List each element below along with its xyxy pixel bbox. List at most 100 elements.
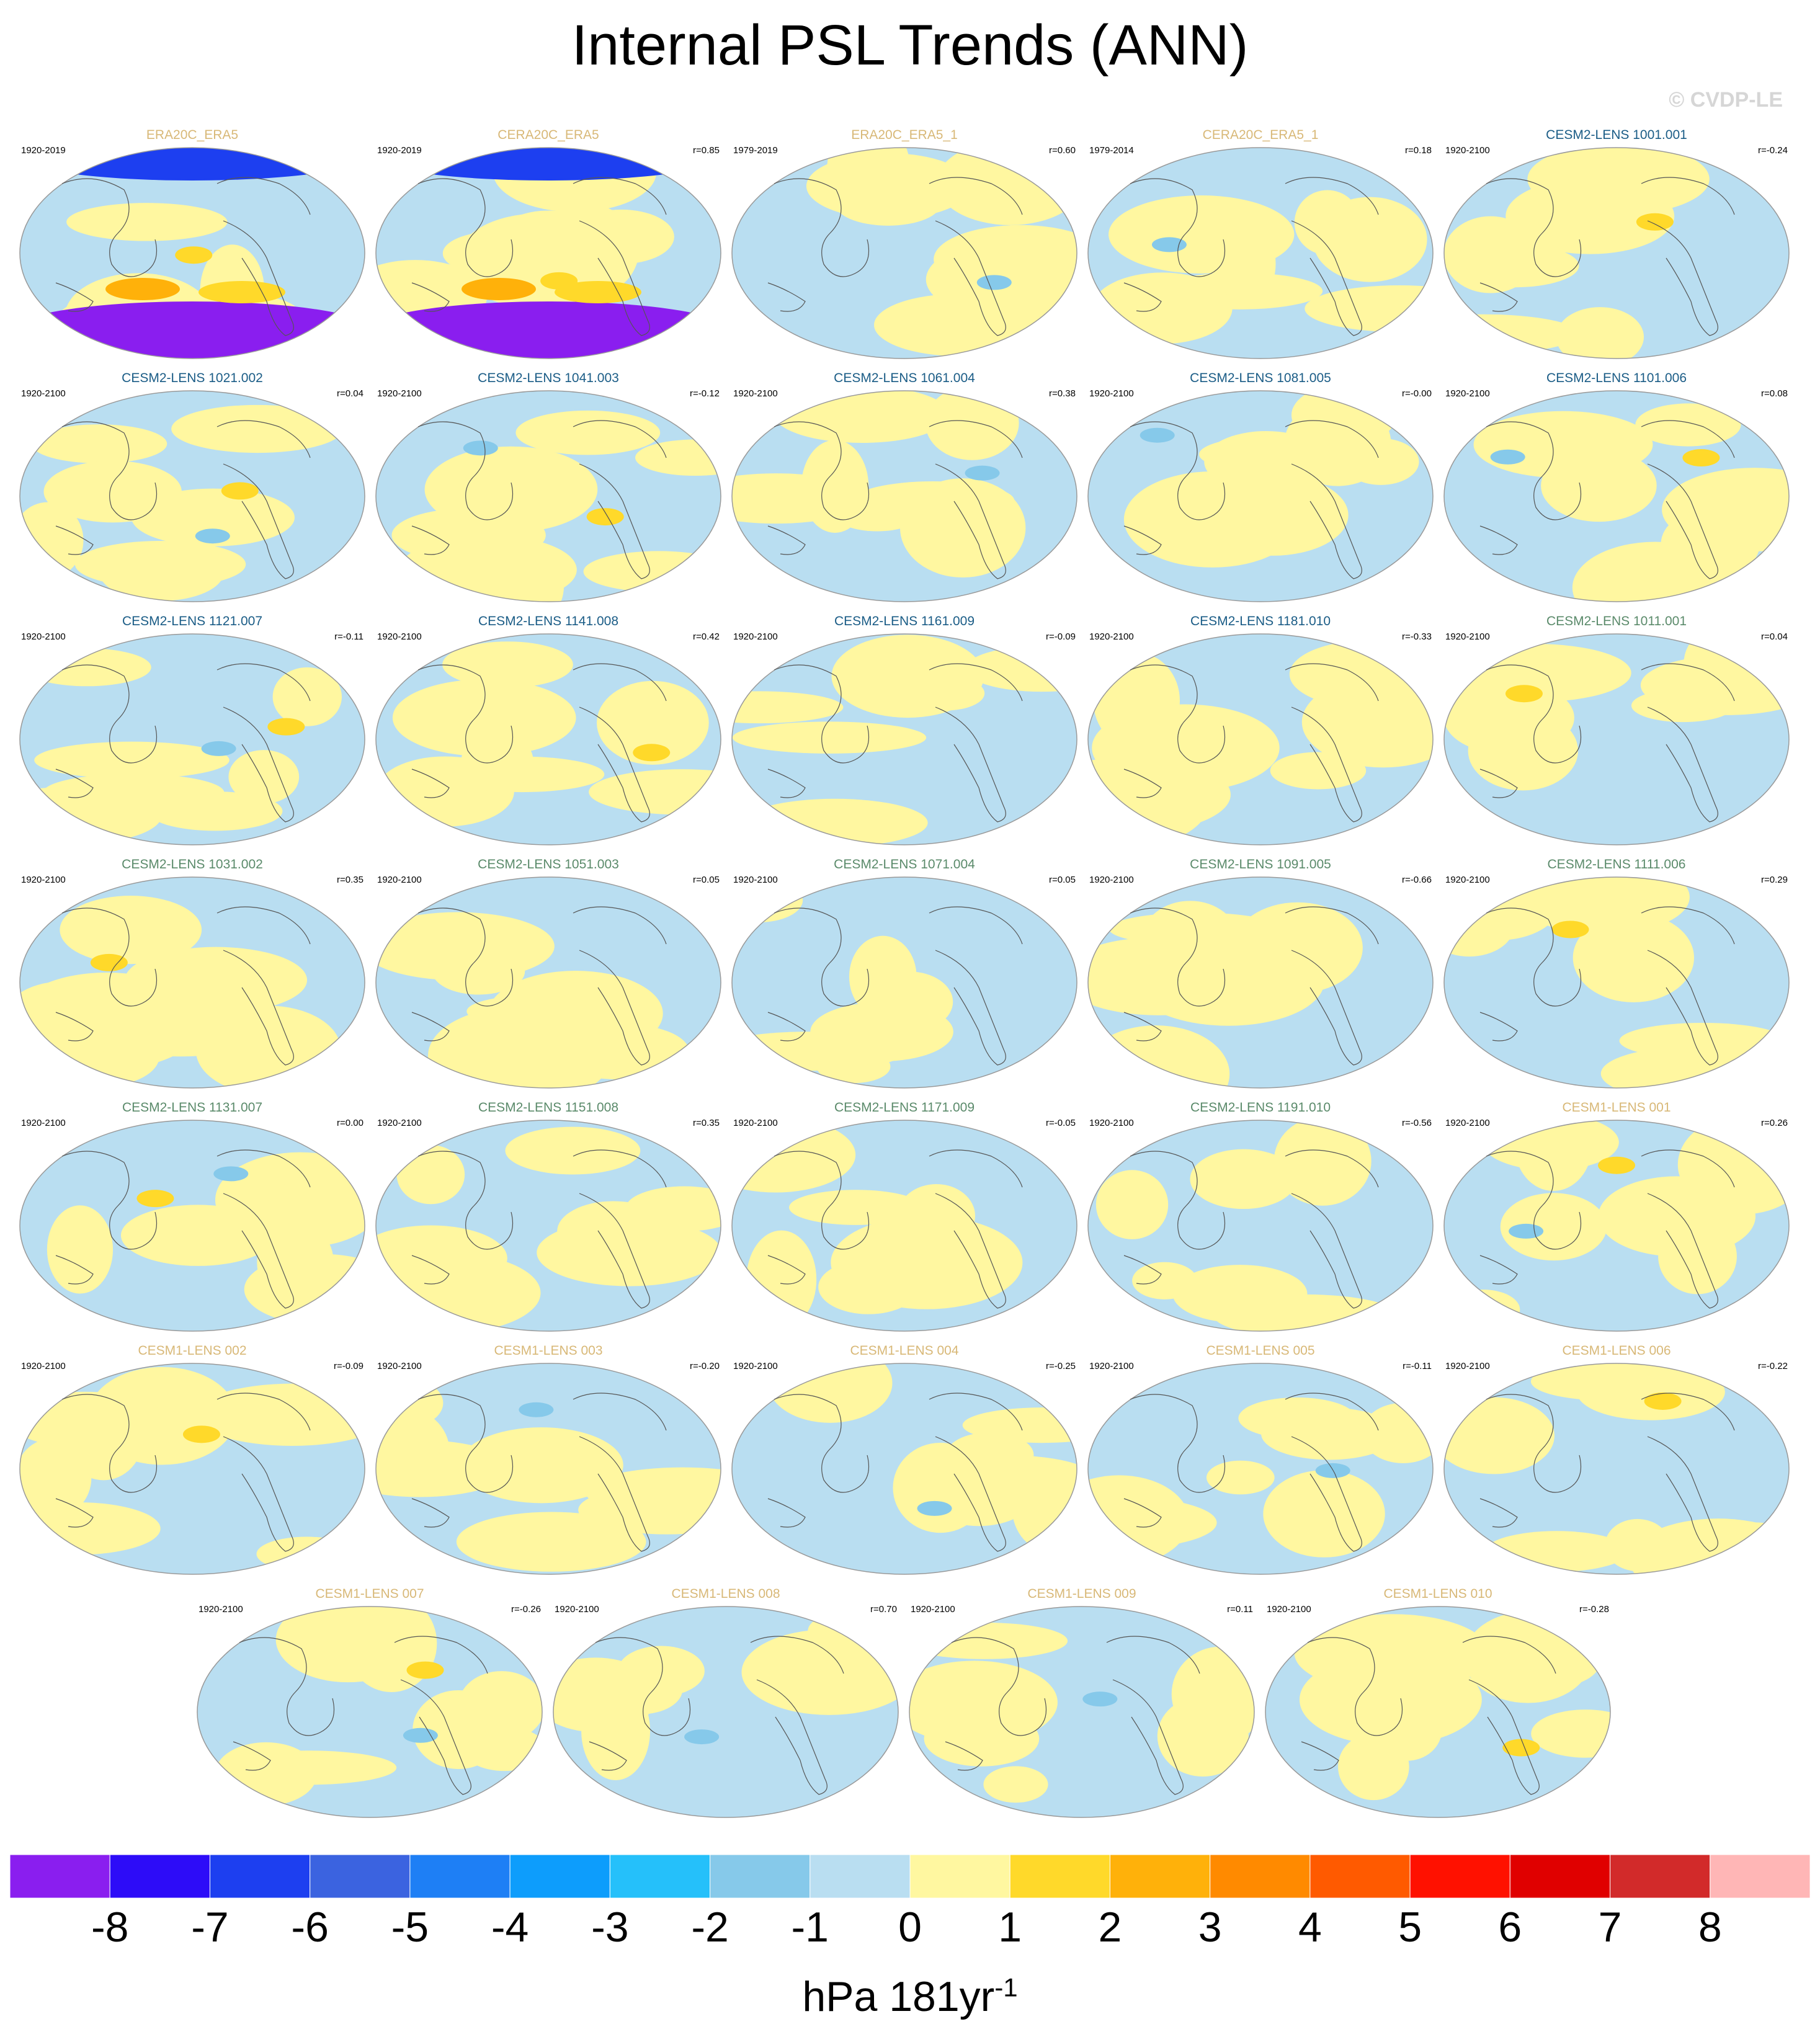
panel-correlation: r=0.11 — [1227, 1604, 1253, 1615]
map-panel: CESM2-LENS 1021.002 1920-2100 r=0.04 — [19, 371, 366, 605]
colorbar-tick-label: 6 — [1498, 1904, 1522, 1951]
panel-title: CESM1-LENS 004 — [850, 1344, 959, 1358]
colorbar-segment — [1409, 1855, 1510, 1898]
robinson-map — [1087, 390, 1434, 602]
colorbar-segment — [909, 1855, 1010, 1898]
panel-correlation: r=0.08 — [1761, 388, 1788, 399]
panel-period: 1920-2100 — [377, 1118, 422, 1128]
colorbar-tick-label: -1 — [791, 1904, 829, 1951]
map-panel: CESM2-LENS 1131.007 1920-2100 r=0.00 — [19, 1100, 366, 1335]
robinson-map — [1087, 1363, 1434, 1575]
panel-period: 1920-2100 — [377, 875, 422, 885]
colorbar-tick-label: 4 — [1298, 1904, 1322, 1951]
colorbar-tick-label: 3 — [1198, 1904, 1222, 1951]
panel-correlation: r=0.35 — [337, 875, 364, 885]
panel-period: 1920-2100 — [1445, 1361, 1490, 1371]
robinson-map — [1087, 147, 1434, 359]
panel-correlation: r=0.38 — [1049, 388, 1076, 399]
robinson-map — [1443, 1363, 1790, 1575]
panel-correlation: r=-0.24 — [1758, 145, 1788, 156]
robinson-map — [1265, 1606, 1611, 1818]
colorbar-tick-label: 2 — [1098, 1904, 1122, 1951]
robinson-map — [731, 1120, 1077, 1332]
panel-correlation: r=-0.09 — [1046, 631, 1076, 642]
panel-period: 1979-2019 — [733, 145, 778, 156]
colorbar-segment — [1109, 1855, 1211, 1898]
panel-correlation: r=0.29 — [1761, 875, 1788, 885]
panel-correlation: r=0.60 — [1049, 145, 1076, 156]
watermark: © CVDP-LE — [1669, 88, 1783, 112]
robinson-map — [1087, 633, 1434, 845]
panel-period: 1920-2100 — [1445, 875, 1490, 885]
robinson-map — [1443, 1120, 1790, 1332]
map-panel: CESM2-LENS 1051.003 1920-2100 r=0.05 — [375, 857, 722, 1092]
colorbar-tick-label: 8 — [1698, 1904, 1722, 1951]
robinson-map — [731, 633, 1077, 845]
panel-title: CESM2-LENS 1081.005 — [1190, 371, 1331, 385]
map-panel: CESM2-LENS 1011.001 1920-2100 r=0.04 — [1443, 614, 1790, 849]
panel-title: CERA20C_ERA5_1 — [1202, 128, 1319, 142]
panel-correlation: r=0.35 — [693, 1118, 720, 1128]
robinson-map — [553, 1606, 899, 1818]
map-panel: CESM2-LENS 1091.005 1920-2100 r=-0.66 — [1087, 857, 1434, 1092]
colorbar-tick-label: 0 — [898, 1904, 922, 1951]
panel-correlation: r=0.42 — [693, 631, 720, 642]
robinson-map — [19, 147, 365, 359]
colorbar-tick-label: 7 — [1598, 1904, 1622, 1951]
panel-correlation: r=-0.05 — [1046, 1118, 1076, 1128]
colorbar-segment — [109, 1855, 210, 1898]
colorbar-tick-label: 5 — [1398, 1904, 1422, 1951]
colorbar-segment — [209, 1855, 311, 1898]
panel-title: CESM1-LENS 009 — [1027, 1587, 1136, 1601]
panel-correlation: r=-0.12 — [690, 388, 720, 399]
robinson-map — [19, 876, 365, 1089]
colorbar-segment — [10, 1855, 110, 1898]
panel-period: 1920-2100 — [1445, 1118, 1490, 1128]
robinson-map — [1443, 390, 1790, 602]
map-panel: CESM2-LENS 1081.005 1920-2100 r=-0.00 — [1087, 371, 1434, 605]
panel-title: CESM1-LENS 008 — [671, 1587, 780, 1601]
panel-period: 1920-2100 — [377, 1361, 422, 1371]
colorbar-segment — [1610, 1855, 1711, 1898]
panel-correlation: r=-0.09 — [334, 1361, 364, 1371]
panel-period: 1920-2100 — [1089, 631, 1134, 642]
panel-correlation: r=0.00 — [337, 1118, 364, 1128]
panel-period: 1920-2100 — [1445, 388, 1490, 399]
panel-period: 1920-2100 — [1089, 1361, 1134, 1371]
map-panel: CESM1-LENS 001 1920-2100 r=0.26 — [1443, 1100, 1790, 1335]
panel-period: 1920-2019 — [377, 145, 422, 156]
colorbar-tick-label: -4 — [491, 1904, 529, 1951]
panel-title: CESM1-LENS 003 — [494, 1344, 603, 1358]
colorbar-tick-label: -7 — [191, 1904, 229, 1951]
panel-correlation: r=0.26 — [1761, 1118, 1788, 1128]
map-panel: CERA20C_ERA5_1 1979-2014 r=0.18 — [1087, 128, 1434, 362]
map-panel: CESM2-LENS 1181.010 1920-2100 r=-0.33 — [1087, 614, 1434, 849]
panel-title: ERA20C_ERA5_1 — [851, 128, 958, 142]
panel-title: CESM2-LENS 1191.010 — [1190, 1100, 1331, 1115]
map-panel: CESM2-LENS 1031.002 1920-2100 r=0.35 — [19, 857, 366, 1092]
robinson-map — [1443, 147, 1790, 359]
colorbar-units: hPa 181yr-1 — [0, 1972, 1820, 2021]
map-panel: CESM2-LENS 1141.008 1920-2100 r=0.42 — [375, 614, 722, 849]
panel-title: CESM2-LENS 1161.009 — [834, 614, 975, 628]
panel-period: 1920-2100 — [21, 875, 66, 885]
colorbar-segment — [409, 1855, 511, 1898]
robinson-map — [375, 1120, 721, 1332]
map-panel: ERA20C_ERA5_1 1979-2019 r=0.60 — [731, 128, 1078, 362]
panel-correlation: r=0.18 — [1405, 145, 1432, 156]
panel-correlation: r=-0.22 — [1758, 1361, 1788, 1371]
map-panel: CESM1-LENS 007 1920-2100 r=-0.26 — [196, 1587, 543, 1821]
panel-period: 1920-2019 — [21, 145, 66, 156]
map-panel: CESM2-LENS 1171.009 1920-2100 r=-0.05 — [731, 1100, 1078, 1335]
panel-title: CESM2-LENS 1091.005 — [1190, 857, 1331, 871]
panel-period: 1920-2100 — [21, 1118, 66, 1128]
map-panel: CESM2-LENS 1101.006 1920-2100 r=0.08 — [1443, 371, 1790, 605]
panel-period: 1920-2100 — [733, 1361, 778, 1371]
panel-period: 1920-2100 — [21, 1361, 66, 1371]
panel-title: CESM2-LENS 1051.003 — [478, 857, 619, 871]
panel-period: 1920-2100 — [1445, 145, 1490, 156]
panel-correlation: r=0.70 — [870, 1604, 897, 1615]
panel-title: CESM2-LENS 1181.010 — [1190, 614, 1331, 628]
map-panel: CESM1-LENS 008 1920-2100 r=0.70 — [552, 1587, 899, 1821]
panel-period: 1920-2100 — [733, 875, 778, 885]
